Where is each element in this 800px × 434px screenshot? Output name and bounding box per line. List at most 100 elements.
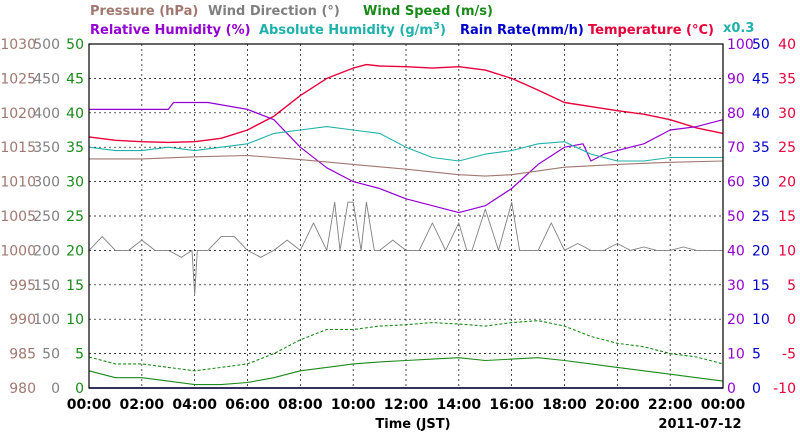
pressure-tick-label: 985 bbox=[9, 347, 36, 363]
rain-rate-tick-label: 25 bbox=[752, 209, 770, 225]
legend-temperature: Temperature (°C) bbox=[588, 23, 714, 38]
relative-humidity-tick-label: 0 bbox=[727, 381, 736, 397]
x-axis-title: Time (JST) bbox=[375, 417, 450, 432]
temperature-axis: 40 35 30 25 20 15 10 5 0 -5 -10 bbox=[773, 37, 796, 397]
wind-speed-tick-label: 20 bbox=[66, 243, 84, 259]
relative-humidity-tick-label: 50 bbox=[727, 209, 745, 225]
x-tick-label: 14:00 bbox=[437, 397, 482, 413]
series-pressure bbox=[89, 154, 724, 177]
wind-speed-tick-label: 50 bbox=[66, 37, 84, 53]
temperature-tick-label: 5 bbox=[787, 278, 796, 294]
rain-rate-tick-label: 0 bbox=[752, 381, 761, 397]
wind-direction-tick-label: 50 bbox=[42, 347, 60, 363]
relative-humidity-tick-label: 100 bbox=[727, 37, 754, 53]
relative-humidity-tick-label: 80 bbox=[727, 106, 745, 122]
relative-humidity-tick-label: 70 bbox=[727, 140, 745, 156]
rain-rate-tick-label: 5 bbox=[752, 347, 761, 363]
wind-direction-tick-label: 400 bbox=[33, 106, 60, 122]
pressure-tick-label: 1025 bbox=[0, 71, 36, 87]
wind-speed-tick-label: 30 bbox=[66, 175, 84, 191]
plot-frame bbox=[88, 43, 724, 389]
pressure-axis: 1030 1025 1020 1015 1010 1005 1000 995 990 985 980 bbox=[0, 37, 36, 397]
legend-wind-speed: Wind Speed (m/s) bbox=[363, 4, 493, 19]
legend-rain-rate: Rain Rate(mm/h) bbox=[460, 23, 584, 38]
x-tick-label: 00:00 bbox=[701, 397, 746, 413]
series-relative-humidity bbox=[89, 101, 724, 214]
temperature-tick-label: 40 bbox=[778, 37, 796, 53]
wind-speed-tick-label: 25 bbox=[66, 209, 84, 225]
pressure-tick-label: 995 bbox=[9, 278, 36, 294]
wind-direction-tick-label: 200 bbox=[33, 243, 60, 259]
x-tick-label: 12:00 bbox=[384, 397, 429, 413]
wind-direction-tick-label: 250 bbox=[33, 209, 60, 225]
pressure-tick-label: 1010 bbox=[0, 175, 36, 191]
wind-speed-tick-label: 15 bbox=[66, 278, 84, 294]
pressure-tick-label: 1015 bbox=[0, 140, 36, 156]
legend-absolute-humidity-scale: x0.3 bbox=[723, 21, 754, 36]
temperature-tick-label: 0 bbox=[787, 312, 796, 328]
pressure-tick-label: 1000 bbox=[0, 243, 36, 259]
temperature-tick-label: 25 bbox=[778, 140, 796, 156]
temperature-tick-label: 35 bbox=[778, 71, 796, 87]
wind-speed-tick-label: 35 bbox=[66, 140, 84, 156]
rain-rate-tick-label: 40 bbox=[752, 106, 770, 122]
x-tick-label: 10:00 bbox=[331, 397, 376, 413]
wind-direction-tick-label: 500 bbox=[33, 37, 60, 53]
temperature-tick-label: 20 bbox=[778, 175, 796, 191]
wind-direction-tick-label: 350 bbox=[33, 140, 60, 156]
wind-direction-tick-label: 150 bbox=[33, 278, 60, 294]
date-label: 2011-07-12 bbox=[658, 417, 741, 432]
relative-humidity-tick-label: 40 bbox=[727, 243, 745, 259]
legend-relative-humidity: Relative Humidity (%) bbox=[90, 23, 251, 38]
rain-rate-tick-label: 20 bbox=[752, 243, 770, 259]
rain-rate-tick-label: 10 bbox=[752, 312, 770, 328]
temperature-tick-label: 30 bbox=[778, 106, 796, 122]
pressure-tick-label: 1020 bbox=[0, 106, 36, 122]
rain-rate-tick-label: 15 bbox=[752, 278, 770, 294]
pressure-tick-label: 1030 bbox=[0, 37, 36, 53]
legend-absolute-humidity: Absolute Humidity (g/m3) bbox=[259, 21, 446, 38]
x-tick-label: 08:00 bbox=[278, 397, 323, 413]
relative-humidity-tick-label: 60 bbox=[727, 175, 745, 191]
temperature-tick-label: -10 bbox=[773, 381, 796, 397]
wind-direction-tick-label: 300 bbox=[33, 175, 60, 191]
wind-speed-tick-label: 5 bbox=[75, 347, 84, 363]
x-tick-label: 22:00 bbox=[648, 397, 693, 413]
series-wind-speed-gust bbox=[88, 320, 724, 372]
temperature-tick-label: -5 bbox=[782, 347, 796, 363]
rain-rate-tick-label: 35 bbox=[752, 140, 770, 156]
x-tick-label: 02:00 bbox=[120, 397, 165, 413]
wind-speed-tick-label: 0 bbox=[75, 381, 84, 397]
wind-direction-tick-label: 100 bbox=[33, 312, 60, 328]
x-tick-label: 20:00 bbox=[595, 397, 640, 413]
x-tick-label: 00:00 bbox=[67, 397, 112, 413]
rain-rate-tick-label: 45 bbox=[752, 71, 770, 87]
time-axis: 00:00 02:00 04:00 06:00 08:00 10:00 12:00 14:00… bbox=[67, 397, 746, 413]
series-wind-speed-mean bbox=[88, 357, 724, 386]
relative-humidity-tick-label: 10 bbox=[727, 347, 745, 363]
temperature-tick-label: 15 bbox=[778, 209, 796, 225]
wind-direction-tick-label: 450 bbox=[33, 71, 60, 87]
wind-speed-tick-label: 45 bbox=[66, 71, 84, 87]
relative-humidity-tick-label: 30 bbox=[727, 278, 745, 294]
x-tick-label: 16:00 bbox=[489, 397, 534, 413]
wind-direction-tick-label: 0 bbox=[51, 381, 60, 397]
x-tick-label: 18:00 bbox=[542, 397, 587, 413]
x-tick-label: 04:00 bbox=[172, 397, 217, 413]
rain-rate-tick-label: 50 bbox=[752, 37, 770, 53]
x-tick-label: 06:00 bbox=[225, 397, 270, 413]
legend-pressure: Pressure (hPa) bbox=[90, 4, 198, 19]
relative-humidity-tick-label: 90 bbox=[727, 71, 745, 87]
series-absolute-humidity bbox=[88, 126, 723, 162]
pressure-tick-label: 1005 bbox=[0, 209, 36, 225]
pressure-tick-label: 980 bbox=[9, 381, 36, 397]
wind-speed-tick-label: 40 bbox=[66, 106, 84, 122]
series-wind-direction bbox=[88, 201, 723, 296]
temperature-tick-label: 10 bbox=[778, 243, 796, 259]
